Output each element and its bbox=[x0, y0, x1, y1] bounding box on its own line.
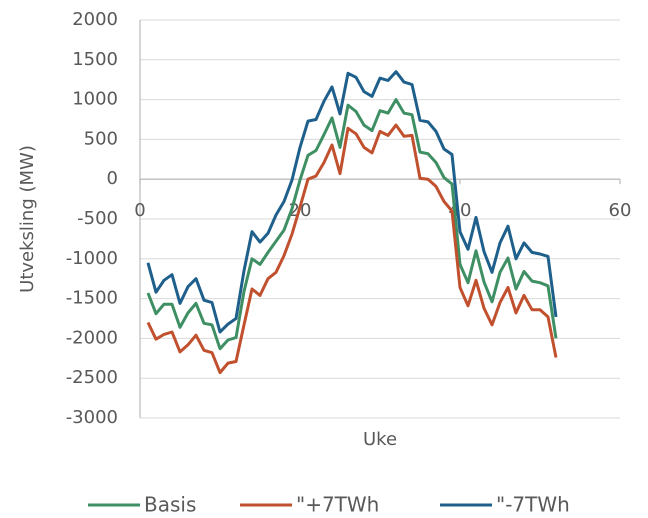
legend-label: "-7TWh bbox=[496, 493, 570, 517]
series-line bbox=[146, 70, 558, 334]
y-tick-label: -2500 bbox=[66, 367, 118, 388]
legend-label: "+7TWh bbox=[296, 493, 379, 517]
x-tick-label: 0 bbox=[134, 200, 145, 221]
y-tick-label: 2000 bbox=[72, 9, 118, 30]
legend-label: Basis bbox=[144, 493, 196, 517]
y-tick-label: 1500 bbox=[72, 49, 118, 70]
x-tick-label: 60 bbox=[609, 200, 632, 221]
y-tick-label: 0 bbox=[107, 168, 118, 189]
y-tick-label: -500 bbox=[77, 208, 118, 229]
series-line bbox=[146, 98, 558, 351]
y-tick-label: -2000 bbox=[66, 327, 118, 348]
y-tick-label: -1500 bbox=[66, 288, 118, 309]
y-axis-label: Utveksling (MW) bbox=[17, 145, 38, 293]
y-tick-label: 500 bbox=[84, 128, 118, 149]
y-tick-label: -3000 bbox=[66, 407, 118, 428]
series-line bbox=[146, 123, 558, 375]
x-axis-label: Uke bbox=[363, 429, 397, 450]
y-tick-label: -1000 bbox=[66, 248, 118, 269]
y-tick-label: 1000 bbox=[72, 89, 118, 110]
